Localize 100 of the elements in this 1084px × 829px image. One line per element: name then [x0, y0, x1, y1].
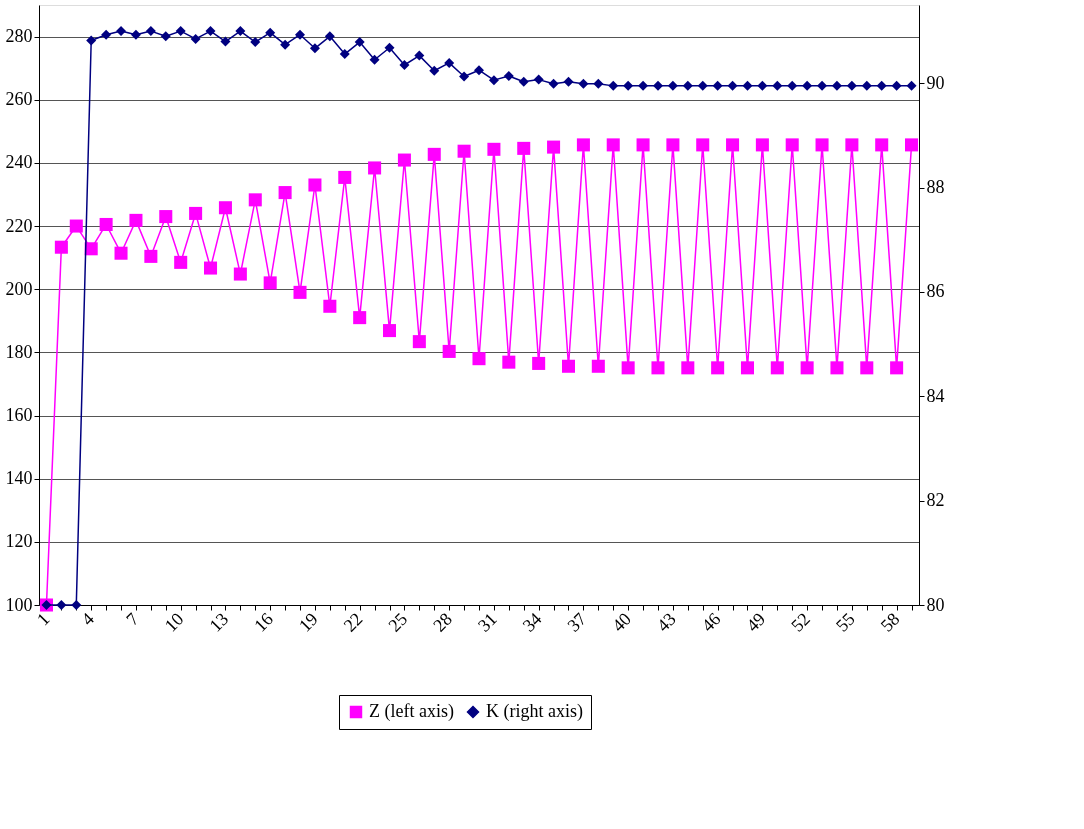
- point: [397, 153, 411, 167]
- point: [278, 186, 292, 200]
- point: [503, 70, 514, 81]
- legend-label: K (right axis): [486, 701, 583, 722]
- x-tick-label: 13: [205, 608, 233, 636]
- point: [666, 138, 680, 152]
- point: [696, 138, 710, 152]
- point: [339, 49, 350, 60]
- point: [578, 78, 589, 89]
- point: [876, 80, 887, 91]
- x-tick-label: 28: [429, 608, 457, 636]
- point: [742, 80, 753, 91]
- point: [905, 138, 919, 152]
- point: [114, 246, 128, 260]
- point: [427, 147, 441, 161]
- point: [144, 249, 158, 263]
- point: [293, 285, 307, 299]
- point: [159, 210, 173, 224]
- point: [414, 50, 425, 61]
- point: [204, 261, 218, 275]
- point: [324, 31, 335, 42]
- point: [636, 138, 650, 152]
- point: [220, 36, 231, 47]
- y-tick-label: 100: [5, 594, 33, 615]
- point: [755, 138, 769, 152]
- x-tick-label: 4: [77, 608, 99, 630]
- point: [548, 78, 559, 89]
- point: [667, 80, 678, 91]
- point: [652, 80, 663, 91]
- point: [174, 255, 188, 269]
- point: [727, 80, 738, 91]
- point: [323, 299, 337, 313]
- point: [86, 35, 97, 46]
- x-tick-label: 37: [563, 608, 591, 636]
- point: [860, 361, 874, 375]
- point: [621, 361, 635, 375]
- x-tick-label: 22: [339, 608, 367, 636]
- x-tick-label: 46: [697, 608, 725, 636]
- point: [785, 138, 799, 152]
- point: [846, 80, 857, 91]
- point: [712, 80, 723, 91]
- x-tick-label: 7: [122, 608, 143, 630]
- point: [399, 60, 410, 70]
- point: [190, 33, 201, 44]
- point: [875, 138, 889, 152]
- x-tick-label: 58: [876, 608, 904, 636]
- point: [444, 57, 455, 68]
- point: [129, 213, 143, 227]
- point: [518, 76, 529, 87]
- point: [99, 217, 113, 231]
- point: [384, 42, 395, 53]
- point: [533, 74, 544, 85]
- point: [308, 178, 322, 192]
- point: [382, 324, 397, 338]
- point: [71, 600, 82, 610]
- point: [233, 267, 247, 281]
- point: [802, 80, 813, 91]
- point: [682, 80, 693, 91]
- point: [263, 276, 277, 290]
- point: [459, 71, 470, 82]
- x-tick-label: 1: [32, 608, 54, 630]
- point: [711, 361, 725, 375]
- point: [623, 80, 634, 91]
- point: [787, 80, 798, 91]
- point: [175, 26, 186, 37]
- point: [248, 193, 262, 207]
- y-tick-label: 220: [5, 215, 33, 236]
- y-tick-label: 240: [5, 152, 33, 173]
- point: [354, 37, 365, 48]
- point: [861, 80, 872, 91]
- y-tick-label: 260: [5, 89, 33, 110]
- point: [740, 361, 754, 375]
- point: [488, 75, 499, 86]
- point: [472, 352, 486, 366]
- point: [265, 27, 276, 38]
- point: [815, 138, 829, 152]
- point: [651, 361, 665, 375]
- point: [160, 31, 171, 42]
- point: [591, 359, 605, 373]
- point: [205, 26, 216, 37]
- point: [116, 26, 127, 37]
- x-tick-label: 31: [473, 608, 501, 636]
- point: [250, 37, 261, 48]
- point: [429, 65, 440, 76]
- point: [295, 29, 306, 40]
- point: [772, 80, 783, 91]
- point: [532, 356, 546, 370]
- point: [442, 344, 456, 358]
- point: [502, 355, 516, 369]
- y-tick-label: 200: [5, 278, 33, 299]
- point: [561, 359, 576, 373]
- point: [817, 80, 828, 91]
- point: [56, 600, 67, 610]
- point: [726, 138, 740, 152]
- y-tick-label: 120: [5, 531, 33, 552]
- point: [638, 80, 649, 91]
- point: [235, 26, 246, 37]
- y-tick-label: 140: [5, 468, 33, 489]
- point: [130, 29, 141, 40]
- y-tick-label: 280: [5, 26, 33, 47]
